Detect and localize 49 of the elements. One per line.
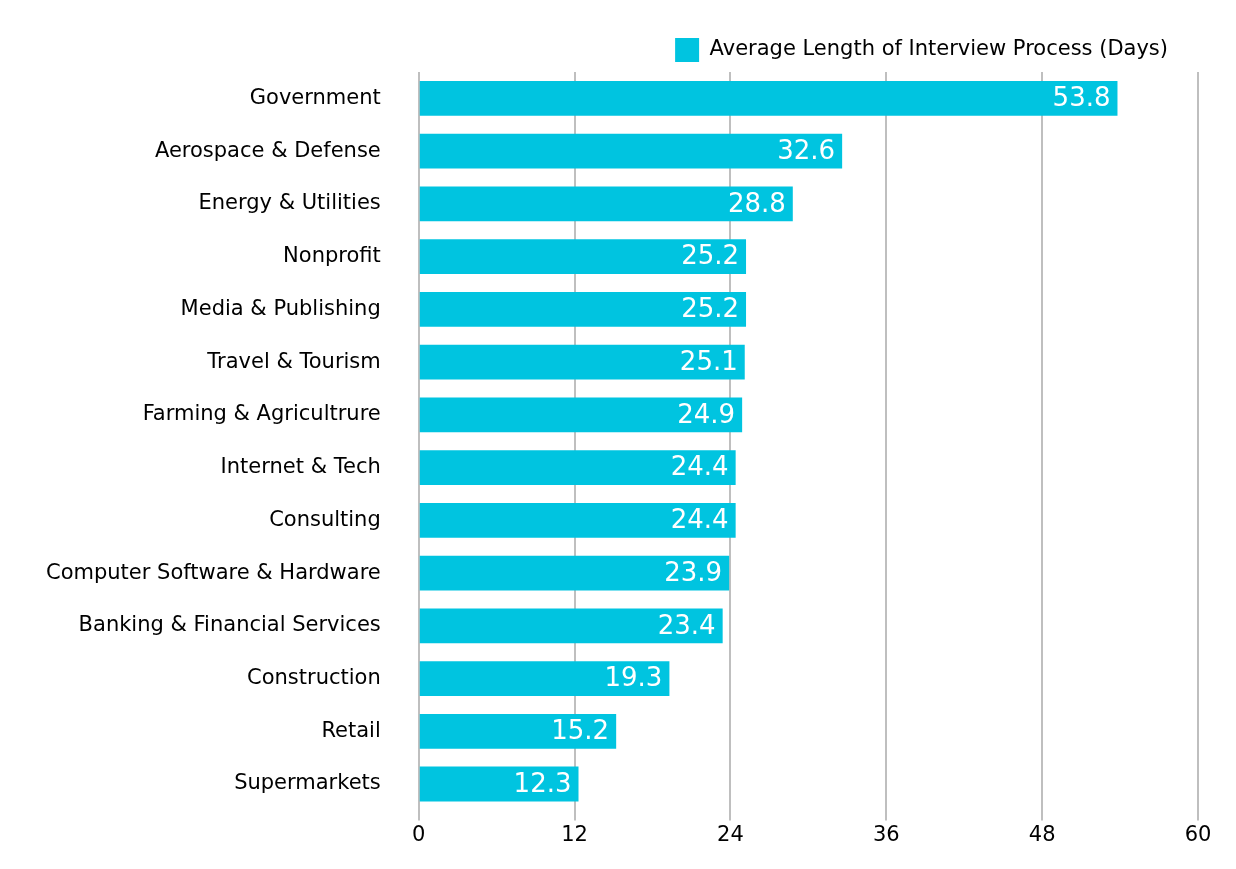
bar (419, 450, 736, 485)
data-label: 28.8 (727, 187, 786, 218)
y-tick-label: Travel & Tourism (206, 348, 381, 373)
data-label: 15.2 (551, 715, 610, 746)
data-label: 32.6 (777, 134, 836, 165)
bar (419, 608, 723, 644)
legend-label: Average Length of Interview Process (Days) (709, 36, 1168, 61)
data-label: 23.4 (657, 609, 716, 640)
x-tick-label: 36 (872, 822, 900, 847)
bar (419, 344, 745, 380)
bar (419, 502, 736, 538)
data-label: 23.9 (664, 556, 723, 587)
data-label: 25.2 (681, 293, 740, 324)
y-tick-label: Nonprofit (283, 243, 381, 268)
y-tick-label: Energy & Utilities (198, 190, 381, 215)
x-tick-label: 24 (717, 822, 744, 847)
bar (419, 661, 670, 696)
bar (419, 555, 730, 591)
y-tick-label: Government (249, 84, 381, 109)
bar (419, 397, 743, 433)
y-tick-label: Media & Publishing (180, 295, 381, 320)
y-tick-label: Banking & Financial Services (78, 612, 381, 637)
y-tick-label: Retail (321, 717, 381, 742)
data-label: 12.3 (513, 767, 572, 798)
x-tick-label: 48 (1028, 822, 1056, 847)
x-tick-label: 12 (561, 822, 588, 847)
data-label: 24.4 (670, 504, 729, 535)
data-label: 24.4 (670, 451, 729, 482)
y-tick-label: Supermarkets (234, 770, 381, 795)
data-label: 25.2 (681, 240, 740, 271)
x-tick-label: 0 (412, 822, 426, 847)
bar (419, 133, 843, 169)
y-tick-label: Internet & Tech (220, 454, 381, 479)
y-tick-label: Farming & Agricultrure (142, 401, 381, 426)
data-label: 24.9 (677, 398, 736, 429)
bar (419, 186, 793, 222)
data-label: 19.3 (604, 662, 663, 693)
data-label: 53.8 (1052, 82, 1111, 113)
bar (419, 713, 617, 749)
bar (419, 766, 579, 802)
y-tick-label: Computer Software & Hardware (45, 559, 381, 584)
x-tick-label: 60 (1184, 822, 1212, 847)
y-tick-label: Aerospace & Defense (154, 137, 381, 162)
bar (419, 80, 1118, 116)
data-label: 25.1 (679, 345, 738, 376)
bar (419, 239, 747, 275)
bar (419, 291, 747, 327)
y-tick-label: Consulting (269, 506, 381, 531)
y-tick-label: Construction (247, 665, 381, 689)
